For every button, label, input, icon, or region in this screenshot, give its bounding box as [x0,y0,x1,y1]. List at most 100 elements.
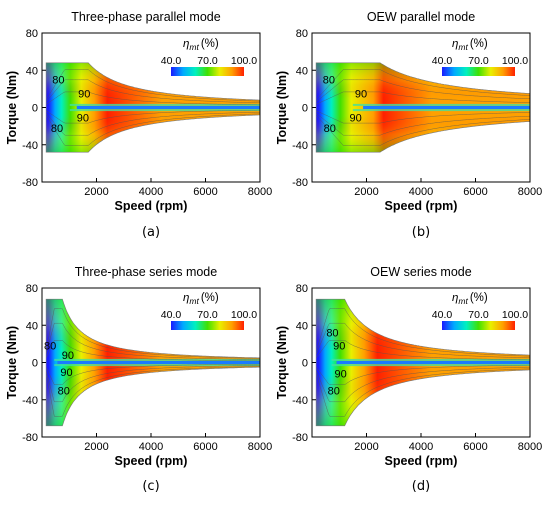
contour-lines [316,308,530,417]
contour-line [46,79,260,104]
colorbar-subscript: mt [189,42,199,52]
contour-label: 90 [333,341,345,353]
contour-label: 80 [51,123,63,135]
low-torque-band-edge [352,109,530,112]
contour-label: 80 [58,385,70,397]
contour-line [316,364,530,385]
panel-caption: (a) [142,225,160,240]
contour-line [46,366,260,417]
contour-label: 80 [326,328,338,340]
contour-line [46,340,260,362]
low-torque-band [363,105,530,110]
y-tick-label: 40 [26,320,38,332]
colorbar-label: ηmt (%) [452,292,488,306]
colorbar: ηmt (%)40.0 70.0 100.0 [161,38,257,76]
contour-line [46,365,260,403]
low-torque-band-edge [69,109,260,112]
colorbar: ηmt (%)40.0 70.0 100.0 [432,292,528,330]
chart-panel-d: 2000 4000 6000 8000 80 40 0 -40 -80 OEW series mo… [275,265,542,494]
contour-line [316,114,530,146]
contour-line [316,340,530,361]
colorbar-tick-label: 70.0 [468,55,489,67]
y-tick-label: -40 [22,395,38,407]
x-tick-label: 8000 [248,186,272,198]
contour-line [46,308,260,359]
low-torque-band [76,105,260,110]
contour-line [46,109,260,124]
colorbar-subscript: mt [458,42,468,52]
panel-caption: (d) [412,479,430,494]
colorbar-label: ηmt (%) [183,38,219,52]
colorbar-label: ηmt (%) [452,38,488,52]
y-tick-label: 40 [26,65,38,77]
contour-line [316,112,530,136]
x-tick-label: 6000 [463,441,487,453]
y-tick-label: 80 [296,28,308,40]
colorbar-tick-label: 100.0 [231,309,257,321]
x-tick-label: 8000 [518,186,542,198]
colorbar-unit: (%) [201,292,219,304]
colorbar-unit: (%) [201,38,219,50]
colorbar-tick-label: 40.0 [432,55,453,67]
colorbar-tick-label: 70.0 [197,55,218,67]
colorbar-subscript: mt [189,296,199,306]
panel-title: OEW parallel mode [367,10,475,24]
contour-lines [46,69,260,146]
colorbar-symbol: η [452,38,458,50]
contour-lines [316,69,530,146]
x-tick-label: 2000 [354,441,378,453]
colorbar-symbol: η [452,292,458,304]
x-axis-label: Speed (rpm) [115,199,188,213]
contour-line [316,91,530,105]
efficiency-map [316,62,530,153]
y-tick-label: -40 [292,395,308,407]
panel-caption: (c) [142,479,159,494]
colorbar-tick-label: 100.0 [502,55,528,67]
y-tick-label: 40 [296,65,308,77]
contour-line [316,322,530,359]
x-tick-label: 4000 [139,186,163,198]
contour-line [46,91,260,106]
contour-label: 90 [349,113,361,125]
y-tick-label: -80 [292,432,308,444]
x-tick-label: 8000 [248,441,272,453]
contour-line [46,69,260,102]
colorbar-symbol: η [183,38,189,50]
contour-label: 90 [60,367,72,379]
y-axis-label: Torque (Nm) [275,71,289,144]
contour-label: 80 [323,75,335,87]
contour-label: 90 [77,113,89,125]
x-tick-label: 2000 [354,186,378,198]
efficiency-map [46,299,260,426]
x-tick-label: 6000 [193,441,217,453]
y-tick-label: 80 [296,283,308,295]
colorbar-gradient-bar [171,67,244,76]
x-axis-label: Speed (rpm) [115,454,188,468]
low-torque-band [336,360,530,365]
contour-label: 80 [44,341,56,353]
y-axis-label: Torque (Nm) [275,326,289,399]
y-tick-label: 80 [26,28,38,40]
contour-label: 80 [328,385,340,397]
efficiency-map [46,62,260,153]
x-tick-label: 2000 [84,441,108,453]
colorbar-tick-label: 100.0 [502,309,528,321]
colorbar-symbol: η [183,292,189,304]
colorbar-tick-label: 40.0 [161,55,182,67]
y-tick-label: 80 [26,283,38,295]
contour-line [316,79,530,103]
colorbar: ηmt (%) 40.0 70.0 100.0 [432,38,528,76]
contour-line [46,363,260,385]
low-torque-band-edge [54,364,260,367]
contour-line [46,322,260,360]
colorbar-unit: (%) [470,292,488,304]
contour-line [46,113,260,146]
chart-panel-b: 2000 4000 6000 8000 80 40 0 -40 -80 OEW parallel … [275,10,542,240]
x-axis-label: Speed (rpm) [385,199,458,213]
y-tick-label: -80 [292,177,308,189]
contour-line [316,110,530,124]
chart-panel-a: 2000 4000 6000 8000 80 40 0 -40 -80 Three-phase p… [5,10,272,240]
y-tick-label: -80 [22,177,38,189]
colorbar-gradient-bar [442,321,515,330]
x-tick-label: 8000 [518,441,542,453]
